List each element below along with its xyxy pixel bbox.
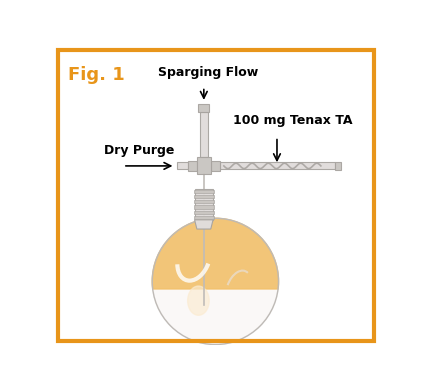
Text: Sparging Flow: Sparging Flow [157,66,258,79]
Text: Dry Purge: Dry Purge [104,144,174,157]
Bar [194,190,214,193]
Bar [211,161,220,171]
Bar [194,216,214,219]
Bar [335,162,341,170]
Bar [188,161,197,171]
Bar [200,112,208,158]
Ellipse shape [188,286,209,315]
Text: Fig. 1: Fig. 1 [67,66,124,84]
Bar [197,158,211,174]
Bar [198,218,209,226]
Polygon shape [152,218,279,289]
Circle shape [152,218,279,345]
Bar [195,189,213,220]
Polygon shape [195,220,213,229]
Bar [177,163,188,170]
Bar [220,163,335,170]
Bar [194,195,214,198]
Bar [194,200,214,203]
Bar [194,205,214,208]
Text: 100 mg Tenax TA: 100 mg Tenax TA [233,114,352,127]
Bar [198,104,209,112]
Bar [194,211,214,214]
